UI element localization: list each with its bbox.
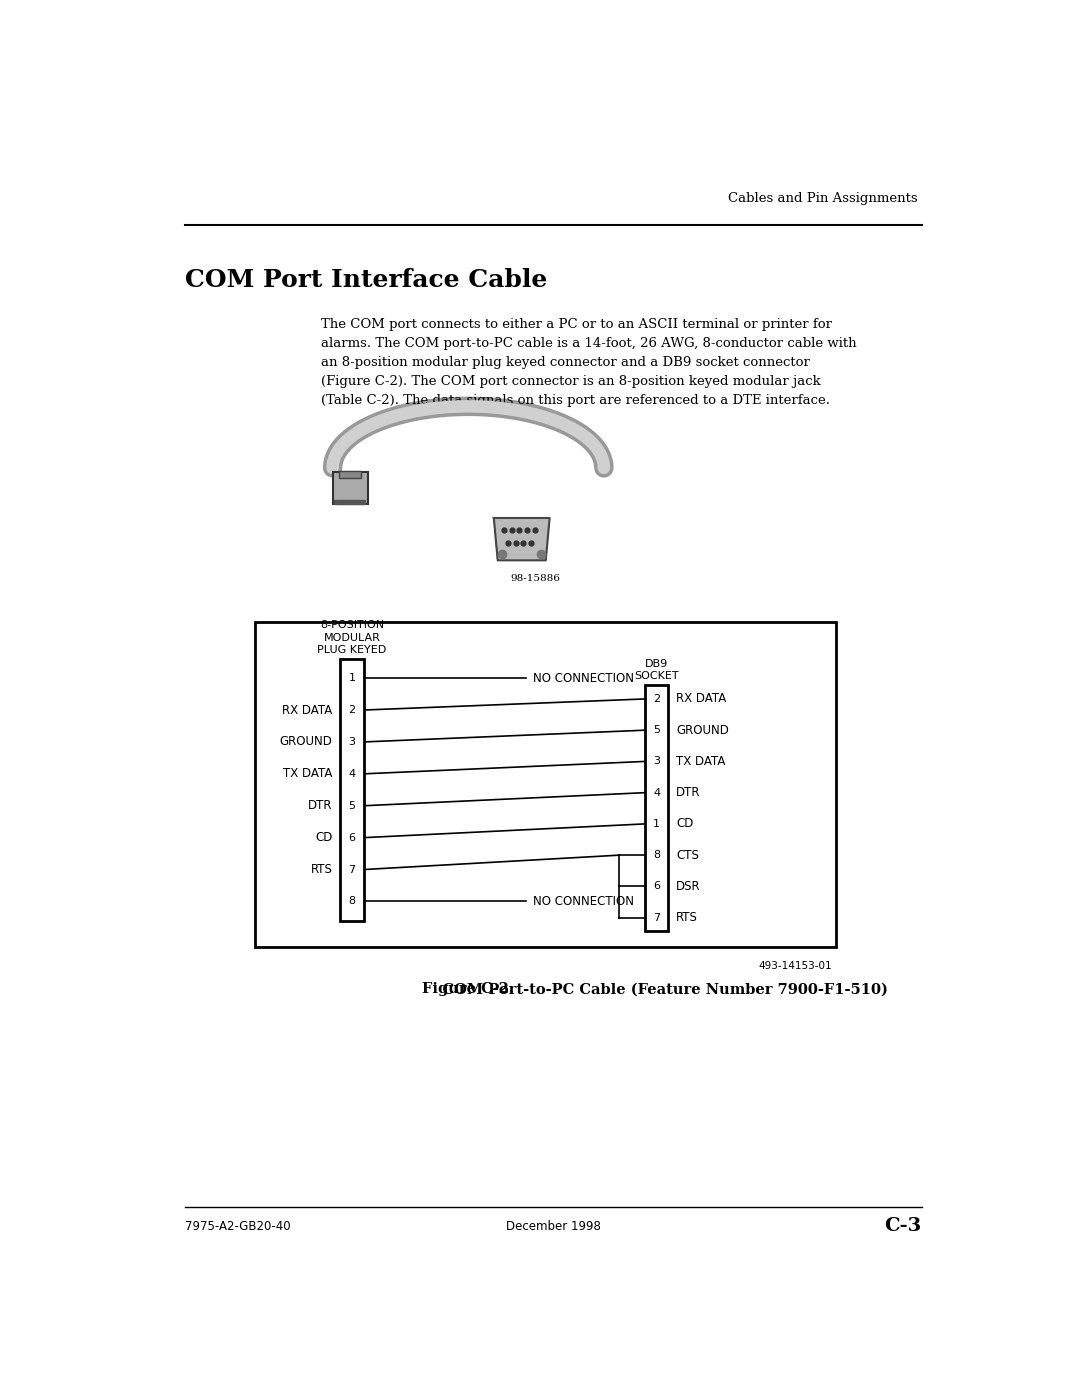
Text: 1: 1 <box>653 819 660 828</box>
Text: TX DATA: TX DATA <box>676 754 726 768</box>
Text: 6: 6 <box>349 833 355 842</box>
Text: 98-15886: 98-15886 <box>511 574 561 583</box>
Text: 2: 2 <box>349 705 355 715</box>
Text: 1: 1 <box>349 673 355 683</box>
Text: CD: CD <box>315 831 333 844</box>
Text: RX DATA: RX DATA <box>676 693 726 705</box>
Text: The COM port connects to either a PC or to an ASCII terminal or printer for
alar: The COM port connects to either a PC or … <box>321 317 856 407</box>
Text: NO CONNECTION: NO CONNECTION <box>532 895 634 908</box>
Bar <box>645 685 669 932</box>
Text: TX DATA: TX DATA <box>283 767 333 781</box>
Text: 8: 8 <box>349 897 355 907</box>
Text: 4: 4 <box>653 788 660 798</box>
Text: GROUND: GROUND <box>676 724 729 736</box>
Polygon shape <box>494 518 550 560</box>
Text: RTS: RTS <box>311 863 333 876</box>
Text: 5: 5 <box>349 800 355 810</box>
Text: 3: 3 <box>349 738 355 747</box>
Text: December 1998: December 1998 <box>507 1220 600 1234</box>
Text: 493-14153-01: 493-14153-01 <box>759 961 833 971</box>
Text: DTR: DTR <box>308 799 333 812</box>
Text: CTS: CTS <box>676 848 699 862</box>
Text: DSR: DSR <box>676 880 701 893</box>
Text: 2: 2 <box>653 694 660 704</box>
Bar <box>333 472 367 504</box>
Text: DTR: DTR <box>676 787 701 799</box>
Text: Cables and Pin Assignments: Cables and Pin Assignments <box>728 191 918 204</box>
Bar <box>255 622 836 947</box>
Text: Figure C-2.: Figure C-2. <box>422 982 514 996</box>
Text: 6: 6 <box>653 882 660 891</box>
Text: COM Port-to-PC Cable (Feature Number 7900-F1-510): COM Port-to-PC Cable (Feature Number 790… <box>422 982 888 996</box>
Text: 3: 3 <box>653 756 660 767</box>
Text: 4: 4 <box>349 768 355 780</box>
Text: COM Port Interface Cable: COM Port Interface Cable <box>186 268 548 292</box>
Text: C-3: C-3 <box>885 1217 921 1235</box>
Text: 5: 5 <box>653 725 660 735</box>
Text: 7: 7 <box>349 865 355 875</box>
Text: DB9
SOCKET: DB9 SOCKET <box>634 659 679 682</box>
Text: 8-POSITION
MODULAR
PLUG KEYED: 8-POSITION MODULAR PLUG KEYED <box>318 620 387 655</box>
Text: GROUND: GROUND <box>280 735 333 749</box>
Text: 7: 7 <box>653 912 660 922</box>
Text: 8: 8 <box>653 851 660 861</box>
Text: RTS: RTS <box>676 911 698 925</box>
Bar <box>339 471 361 478</box>
Text: NO CONNECTION: NO CONNECTION <box>532 672 634 685</box>
Text: CD: CD <box>676 817 693 830</box>
Bar <box>340 659 364 921</box>
Text: RX DATA: RX DATA <box>282 704 333 717</box>
Text: 7975-A2-GB20-40: 7975-A2-GB20-40 <box>186 1220 291 1234</box>
